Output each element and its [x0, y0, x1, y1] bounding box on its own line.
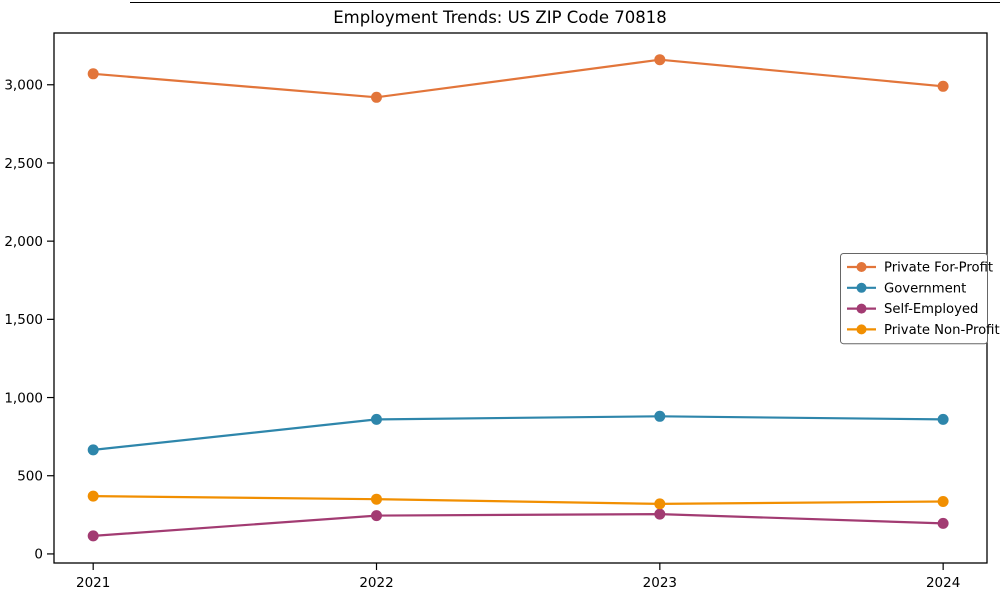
legend-marker-dot [856, 303, 867, 314]
data-point-marker [87, 530, 99, 542]
chart-title: Employment Trends: US ZIP Code 70818 [333, 8, 667, 27]
data-point-marker [371, 91, 382, 103]
series-government [87, 410, 949, 456]
series-private-for-profit [87, 54, 949, 103]
y-tick-label: 2,000 [4, 234, 43, 250]
x-tick-label: 2021 [76, 575, 110, 591]
data-point-marker [654, 508, 666, 520]
series-line [93, 415, 944, 451]
series-line [93, 58, 944, 99]
legend-entry: Government [847, 281, 966, 296]
data-point-marker [371, 510, 382, 522]
series-self-employed [87, 508, 949, 542]
legend-entry: Private For-Profit [847, 261, 993, 276]
y-tick-label: 500 [17, 469, 43, 485]
y-tick-label: 2,500 [4, 156, 43, 172]
data-point-marker [937, 517, 949, 529]
y-tick-label: 1,000 [4, 390, 43, 406]
y-axis: 0 500 1,000 1,500 2,000 2,500 3,000 [4, 78, 54, 563]
data-point-marker [654, 410, 666, 422]
series-private-non-profit [87, 490, 949, 510]
data-point-marker [937, 413, 949, 425]
legend-label: Private Non-Profit [884, 323, 1000, 338]
legend-box [840, 253, 988, 345]
legend-marker-dot [856, 262, 867, 272]
x-tick-label: 2022 [359, 575, 393, 591]
y-tick-label: 0 [34, 547, 43, 563]
y-tick-label: 1,500 [4, 312, 43, 328]
legend-entry: Private Non-Profit [847, 323, 1000, 338]
figure-top-border [130, 2, 1000, 3]
data-point-marker [87, 444, 99, 456]
data-point-marker [654, 498, 666, 510]
x-tick-label: 2024 [926, 575, 960, 591]
legend-label: Private For-Profit [884, 261, 993, 276]
legend-label: Government [884, 281, 966, 296]
data-point-marker [87, 490, 99, 502]
series-line [93, 495, 944, 506]
data-point-marker [654, 54, 666, 66]
data-point-marker [937, 496, 949, 507]
legend-entry: Self-Employed [847, 302, 978, 317]
legend: Private For-Profit Government Self-Employe… [840, 253, 1000, 345]
x-tick-label: 2023 [643, 575, 677, 591]
legend-marker-dot [856, 324, 867, 335]
data-point-marker [87, 68, 99, 80]
data-point-marker [371, 493, 382, 505]
data-point-marker [371, 413, 382, 425]
data-point-marker [937, 80, 949, 92]
y-tick-label: 3,000 [4, 78, 43, 94]
x-axis: 2021 2022 2023 2024 [76, 563, 960, 591]
series-line [93, 512, 944, 537]
legend-label: Self-Employed [884, 302, 978, 317]
legend-marker-dot [856, 282, 867, 293]
